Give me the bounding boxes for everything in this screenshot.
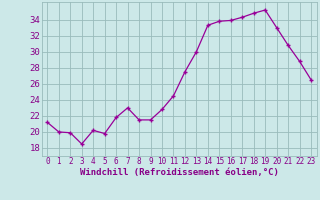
X-axis label: Windchill (Refroidissement éolien,°C): Windchill (Refroidissement éolien,°C) <box>80 168 279 177</box>
